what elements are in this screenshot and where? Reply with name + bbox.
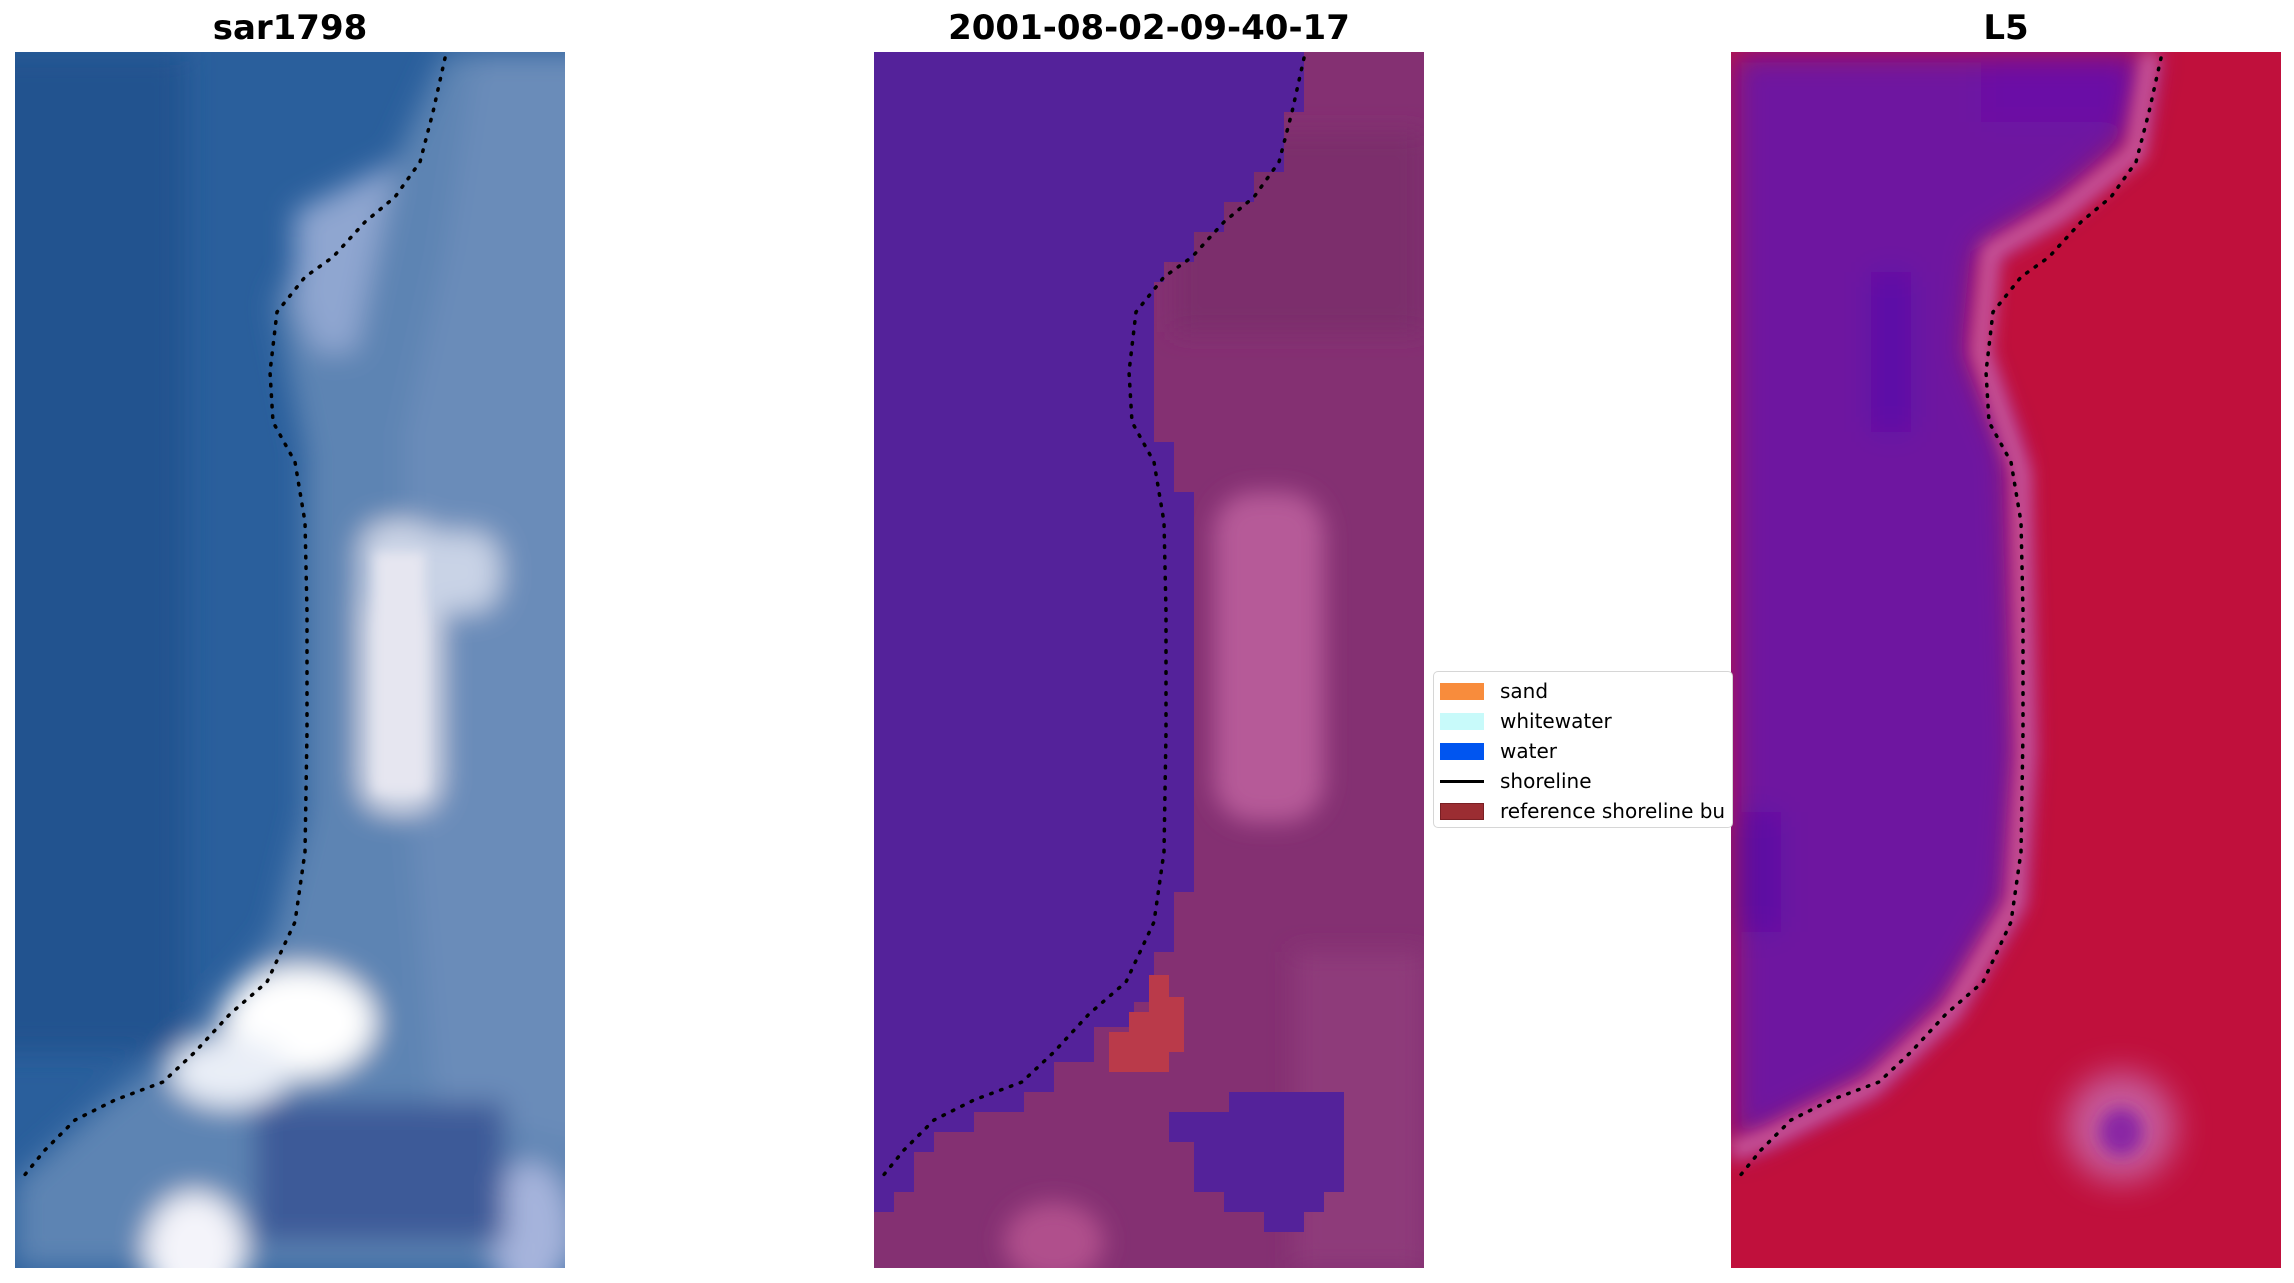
satellite-rgb-image	[15, 52, 565, 1268]
legend-item-shoreline: shoreline	[1440, 769, 1592, 793]
legend-item-whitewater: whitewater	[1440, 709, 1612, 733]
panel-title-3: L5	[1983, 8, 2029, 48]
legend-item-reference-buffer: reference shoreline bu	[1440, 799, 1725, 823]
shoreline-overlay-1	[21, 56, 447, 1179]
classified-image	[874, 52, 1424, 1268]
water-color-patch-icon	[1440, 742, 1484, 760]
legend-label: whitewater	[1500, 709, 1612, 733]
shoreline-overlay-3	[1737, 56, 2163, 1179]
shoreline-overlay-2	[880, 56, 1306, 1179]
index-image	[1731, 52, 2281, 1268]
sand-color-patch-icon	[1440, 682, 1484, 700]
panel-title-1: sar1798	[212, 8, 368, 48]
legend-label: sand	[1500, 679, 1549, 703]
whitewater-color-patch-icon	[1440, 712, 1484, 730]
shoreline-line-icon	[1440, 779, 1484, 783]
panel-title-2: 2001-08-02-09-40-17	[948, 8, 1350, 48]
legend-item-sand: sand	[1440, 679, 1548, 703]
legend-label: reference shoreline bu	[1500, 799, 1726, 823]
reference-buffer-color-patch-icon	[1440, 802, 1484, 820]
legend-item-water: water	[1440, 739, 1557, 763]
legend-label: shoreline	[1500, 769, 1592, 793]
legend: sand whitewater water shoreline referenc…	[1433, 671, 1733, 828]
legend-label: water	[1500, 739, 1557, 763]
